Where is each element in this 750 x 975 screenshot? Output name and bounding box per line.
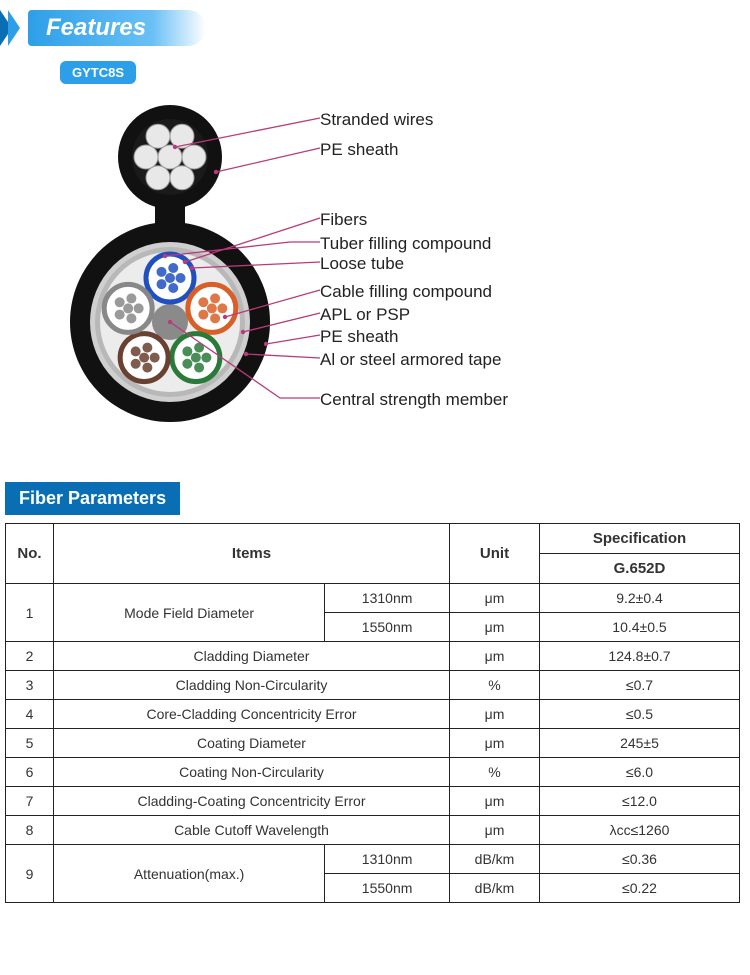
col-spec-sub: G.652D [540,554,740,584]
diagram-label: Stranded wires [320,110,433,130]
diagram-label: Cable filling compound [320,282,492,302]
table-row: 6Coating Non-Circularity%≤6.0 [6,758,740,787]
page-title: Features [28,10,206,46]
product-badge: GYTC8S [60,61,136,84]
diagram-label: PE sheath [320,140,398,160]
diagram-label: Central strength member [320,390,508,410]
table-row: 2Cladding Diameterμm124.8±0.7 [6,642,740,671]
section-title: Fiber Parameters [5,482,180,515]
col-no: No. [6,524,54,584]
fiber-parameters-table: No. Items Unit Specification G.652D 1Mod… [5,523,740,903]
table-row: 1Mode Field Diameter1310nmμm9.2±0.4 [6,584,740,613]
col-unit: Unit [450,524,540,584]
col-items: Items [54,524,450,584]
table-row: 7Cladding-Coating Concentricity Errorμm≤… [6,787,740,816]
col-spec: Specification [540,524,740,554]
chevron-icon [8,10,20,46]
cable-diagram: Stranded wires PE sheath Fibers Tuber filli… [0,92,700,452]
diagram-label: PE sheath [320,327,398,347]
table-row: 4Core-Cladding Concentricity Errorμm≤0.5 [6,700,740,729]
features-header: Features [0,10,750,46]
diagram-label: Al or steel armored tape [320,350,501,370]
diagram-label: Tuber filling compound [320,234,491,254]
table-row: 3Cladding Non-Circularity%≤0.7 [6,671,740,700]
diagram-label: Fibers [320,210,367,230]
table-row: 9Attenuation(max.)1310nmdB/km≤0.36 [6,845,740,874]
diagram-label: APL or PSP [320,305,410,325]
table-row: 8Cable Cutoff Wavelengthμmλcc≤1260 [6,816,740,845]
table-row: 5Coating Diameterμm245±5 [6,729,740,758]
diagram-label: Loose tube [320,254,404,274]
cable-cross-section [30,92,330,442]
